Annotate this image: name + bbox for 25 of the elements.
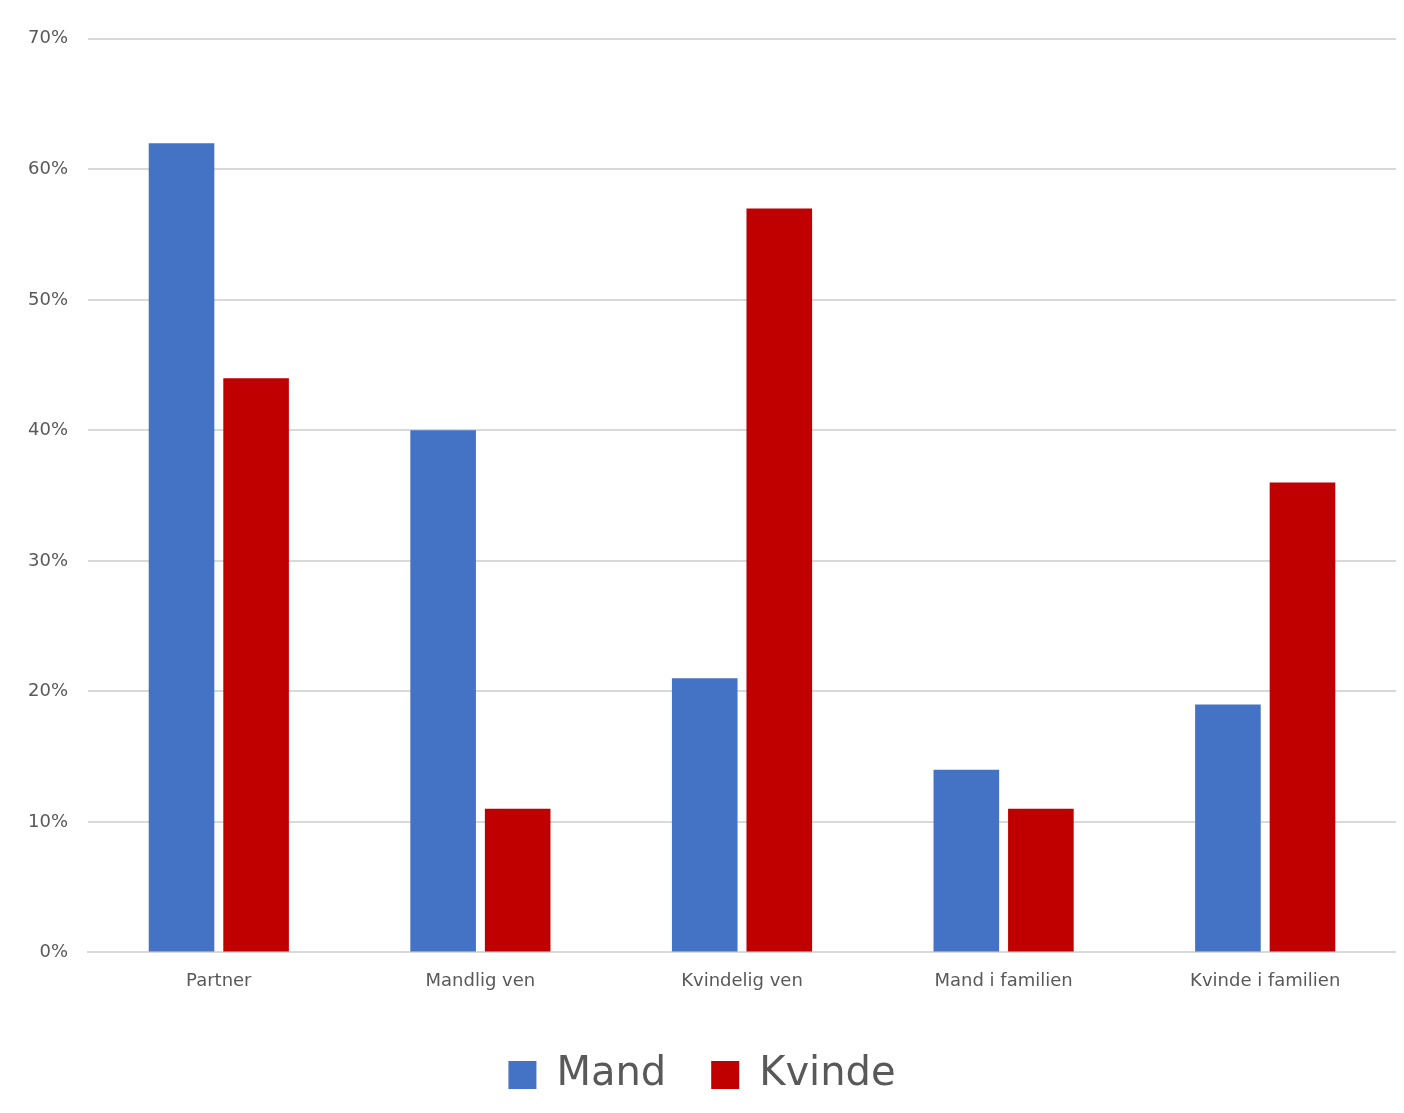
bar: [1269, 482, 1336, 952]
x-tick-label: Kvindelig ven: [681, 968, 803, 990]
bar: [671, 678, 738, 952]
y-tick-label: 60%: [27, 156, 69, 178]
y-tick-label: 0%: [39, 940, 69, 962]
y-tick-label: 30%: [27, 548, 69, 570]
bar: [410, 430, 476, 952]
bar: [223, 378, 289, 952]
y-tick-label: 40%: [27, 418, 69, 440]
bar: [933, 769, 1000, 952]
legend-label: Kvinde: [759, 1048, 896, 1095]
bar: [746, 208, 813, 952]
y-tick-label: 50%: [27, 287, 69, 309]
y-tick-label: 20%: [27, 679, 69, 701]
x-tick-label: Mand i familien: [934, 968, 1073, 990]
bar: [148, 143, 215, 952]
y-tick-label: 70%: [27, 26, 69, 48]
y-tick-label: 10%: [27, 809, 69, 831]
bar: [1195, 704, 1261, 952]
legend-label: Mand: [556, 1048, 667, 1095]
x-tick-label: Mandlig ven: [425, 968, 536, 990]
bar: [484, 808, 551, 952]
x-tick-label: Kvinde i familien: [1190, 968, 1341, 990]
bar: [1008, 808, 1074, 952]
x-tick-label: Partner: [186, 968, 253, 990]
